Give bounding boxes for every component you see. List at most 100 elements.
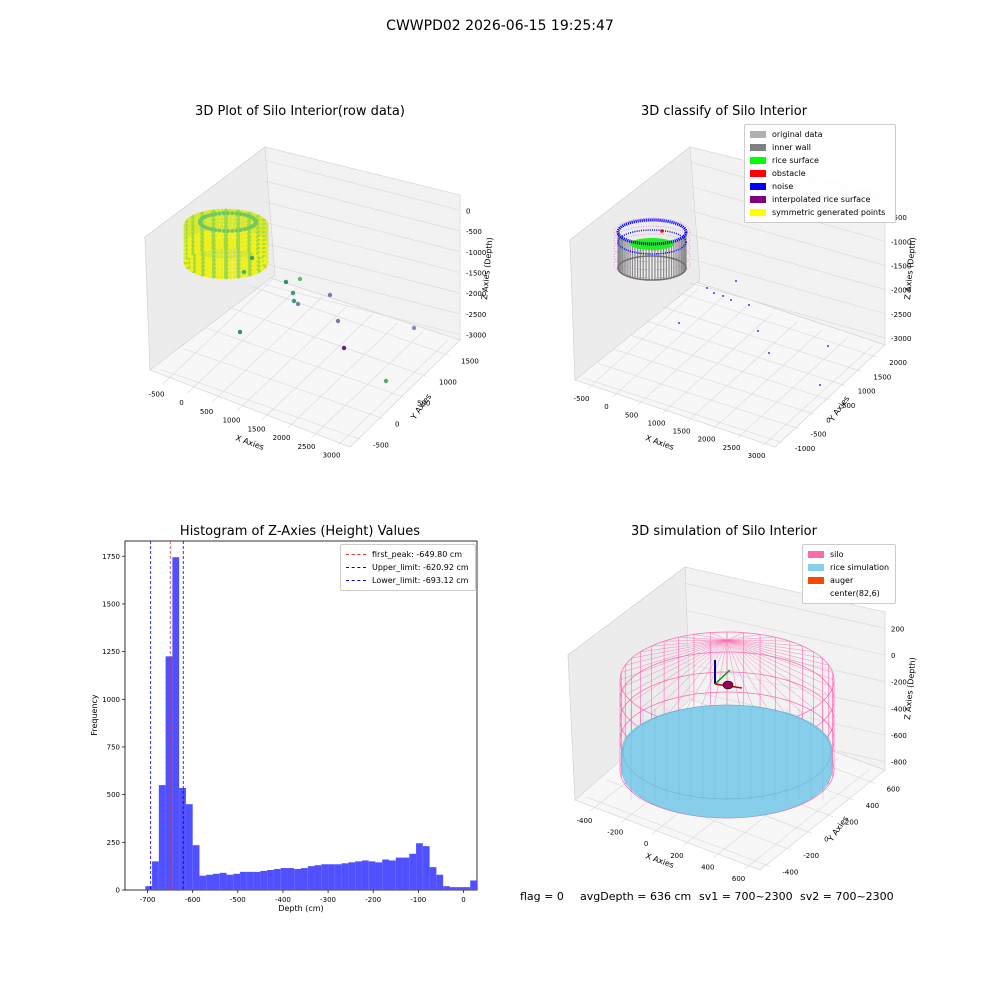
cluster-point (211, 249, 217, 255)
cluster-point (207, 269, 213, 275)
plot2-ticks: -500050010001500200025003000-1000-500050… (574, 214, 912, 460)
histogram-bar (199, 875, 207, 890)
plot2-ytick: -500 (811, 431, 827, 439)
silo-roof (726, 639, 833, 673)
plot2-xtick: -500 (574, 395, 590, 403)
cluster-point (215, 274, 221, 280)
plot2-ztick: -1500 (891, 262, 911, 270)
noise-ring-middle (617, 229, 687, 255)
plot3-ylabel: Frequency (90, 694, 99, 736)
histogram-bar (422, 846, 430, 890)
cluster-point (239, 217, 245, 223)
cluster-point (227, 232, 233, 238)
plot3-legend-item: Lower_limit: -693.12 cm (346, 574, 470, 587)
silo-roof (726, 632, 744, 641)
histogram-bar (314, 865, 322, 890)
noise-point (827, 345, 829, 347)
silo-roof (664, 639, 728, 642)
silo-roof (726, 639, 814, 652)
cluster-point (227, 236, 233, 242)
plot3-xtick: -700 (140, 896, 156, 904)
plot1-zgrid (264, 201, 461, 253)
cluster-point (231, 224, 237, 230)
plot1-ygrid (226, 306, 428, 377)
histogram-bar (436, 874, 444, 890)
plot4-ylabel: Y Axies (826, 814, 851, 844)
plot3-title: Histogram of Z-Axies (Height) Values (179, 524, 421, 539)
legend-label: first_peak: -649.80 cm (372, 550, 463, 559)
plot2-axes: -500050010001500200025003000-1000-500050… (569, 146, 917, 460)
plot1-ytick: 1000 (439, 379, 457, 387)
cluster-point (215, 266, 221, 272)
legend-swatch (808, 577, 824, 584)
plot3-xtick: -600 (185, 896, 201, 904)
plot2-ztick: -500 (891, 214, 907, 222)
cluster-point (219, 220, 225, 226)
cluster-point (215, 258, 221, 264)
cluster-point (231, 274, 237, 280)
plot2-ygrid (661, 306, 862, 372)
outlier-point (237, 329, 243, 335)
histogram-bar (395, 857, 403, 890)
cluster-point (226, 211, 230, 215)
plot1-xlabel: X Axies (234, 433, 265, 452)
plot1-zgrid (264, 160, 461, 211)
histogram-bar (192, 845, 200, 890)
histogram-bar (321, 864, 329, 890)
cluster-point (207, 265, 213, 271)
histogram-bar (348, 862, 356, 890)
cluster-point (219, 244, 225, 250)
cluster-point (219, 254, 225, 260)
plot4-ticks: -400 -200 0 200 400 600 -400 -200 0 200 400 600 200 0… (576, 625, 906, 883)
cluster-point (219, 274, 225, 280)
cluster-point (207, 233, 213, 239)
cluster-point (227, 240, 233, 246)
plot4-zgrid (684, 636, 886, 682)
plot3-xtick: 0 (461, 896, 465, 904)
cluster-point (223, 232, 229, 238)
status-footer: flag = 0 avgDepth = 636 cm sv1 = 700~230… (0, 890, 1000, 906)
cluster-point (223, 250, 229, 256)
histogram-bar (456, 887, 464, 890)
histogram-bar (152, 861, 159, 890)
legend-label: center(82,6) (830, 589, 880, 598)
cluster-point (227, 244, 233, 250)
silo-roof (726, 639, 833, 688)
plot2-xtick: 3000 (748, 452, 766, 460)
cluster-point (239, 237, 245, 243)
cluster-point (227, 270, 233, 276)
cluster-point (203, 242, 209, 248)
noise-point (748, 304, 750, 306)
cluster-point (223, 220, 229, 226)
plot3-ytick: 1000 (102, 696, 120, 704)
plot3-legend-item: first_peak: -649.80 cm (346, 548, 470, 561)
cluster-point (227, 262, 233, 268)
histogram-bar (267, 869, 274, 890)
cluster-point (234, 228, 239, 233)
legend-label: obstacle (772, 169, 806, 178)
plot2-grid (582, 161, 886, 447)
plot3-legend-item: Upper_limit: -620.92 cm (346, 561, 470, 574)
outlier-point (249, 255, 255, 261)
plot1-ygrid (248, 285, 450, 356)
cluster-point (243, 260, 249, 266)
plot4-xtick: -200 (607, 829, 623, 837)
plot1-xtick: -500 (149, 390, 165, 398)
plot4-zgrid (684, 609, 886, 656)
histogram-bar (280, 868, 288, 890)
cluster-point (207, 249, 213, 255)
plot2-ygrid (629, 334, 831, 401)
plot1-ytick: 500 (417, 400, 430, 408)
cluster-point (211, 237, 217, 243)
plot4-legend-item: auger (808, 574, 890, 587)
plot2-ztick: -1000 (891, 238, 911, 246)
obstacle-point (660, 229, 664, 233)
histogram-bar (416, 843, 423, 890)
legend-swatch (750, 209, 766, 216)
cluster-point (231, 240, 237, 246)
histogram-bar (375, 862, 383, 890)
plot2-ygrid (645, 320, 846, 386)
silo-roof (621, 639, 728, 673)
cluster-point (235, 233, 241, 239)
auger-axis-y (714, 669, 731, 685)
